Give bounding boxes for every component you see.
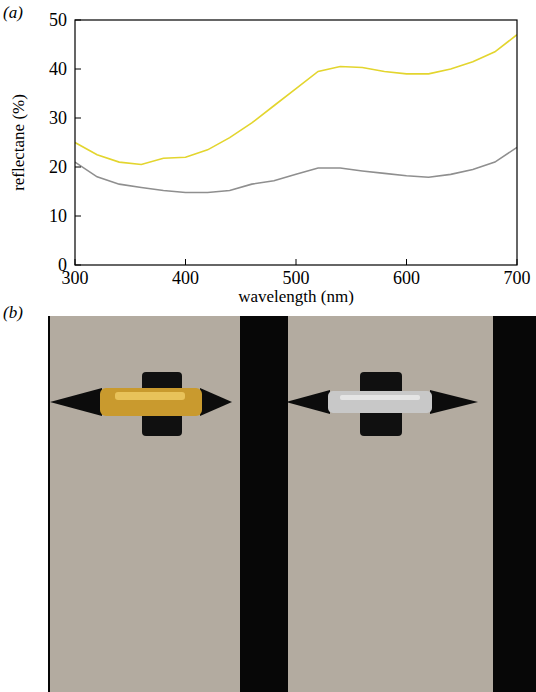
photo-background	[48, 316, 536, 692]
plate	[50, 316, 240, 692]
y-tick	[75, 167, 81, 168]
figure: (a)01020304050300400500600700wavelength …	[0, 0, 536, 692]
sample-yellow	[100, 388, 202, 416]
x-tick-label: 300	[62, 268, 89, 288]
plate	[288, 316, 493, 692]
x-tick-label: 600	[393, 268, 420, 288]
y-tick	[75, 118, 81, 119]
sample-highlight	[115, 392, 185, 400]
y-tick	[75, 69, 81, 70]
x-tick-label: 700	[504, 268, 531, 288]
x-tick-label: 500	[283, 268, 310, 288]
grip	[286, 390, 330, 414]
x-axis-title: wavelength (nm)	[238, 287, 354, 306]
grip	[200, 388, 232, 416]
series-line	[75, 35, 517, 165]
x-tick	[406, 259, 407, 265]
sample-highlight	[340, 395, 420, 400]
y-tick	[75, 216, 81, 217]
series-line	[75, 147, 517, 192]
grip	[430, 390, 478, 414]
y-tick-label: 50	[49, 10, 67, 30]
x-tick-label: 400	[172, 268, 199, 288]
x-tick	[185, 259, 186, 265]
panel-label: (a)	[3, 3, 23, 22]
y-tick	[75, 265, 81, 266]
y-tick-label: 40	[49, 59, 67, 79]
plot-frame	[75, 20, 517, 265]
photo	[48, 316, 536, 692]
x-tick	[296, 259, 297, 265]
y-tick-label: 10	[49, 206, 67, 226]
y-tick-label: 20	[49, 157, 67, 177]
panel-label: (b)	[3, 303, 23, 322]
sample-grey	[328, 391, 432, 413]
grip	[50, 388, 102, 416]
y-axis-title: reflectane (%)	[9, 94, 28, 191]
x-tick	[75, 259, 76, 265]
x-tick	[517, 259, 518, 265]
series-group	[75, 35, 517, 193]
y-tick-label: 30	[49, 108, 67, 128]
y-tick	[75, 20, 81, 21]
